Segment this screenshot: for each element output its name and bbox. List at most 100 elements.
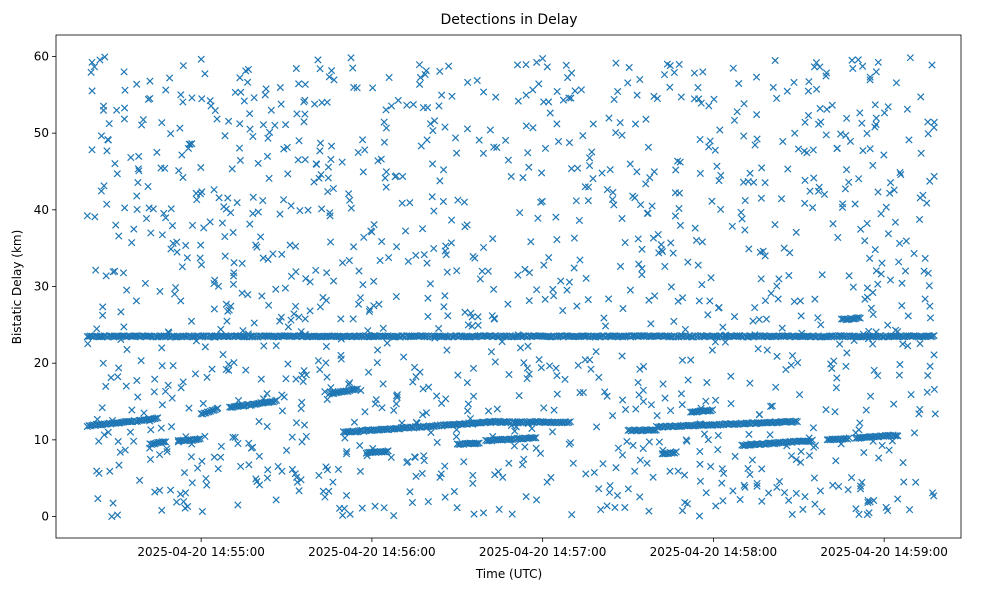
data-point xyxy=(721,338,729,346)
data-point xyxy=(924,130,932,138)
data-point xyxy=(178,151,186,159)
data-point xyxy=(475,439,483,447)
data-point xyxy=(565,94,573,102)
data-point xyxy=(917,93,925,101)
data-point xyxy=(117,308,125,316)
data-point xyxy=(930,172,938,180)
data-point xyxy=(584,196,592,205)
data-point xyxy=(866,145,874,153)
data-point xyxy=(626,286,635,294)
data-point xyxy=(356,294,365,302)
data-point xyxy=(149,205,157,213)
data-point xyxy=(565,440,573,448)
data-point xyxy=(919,191,927,199)
data-point xyxy=(746,169,754,177)
data-point xyxy=(327,155,335,164)
data-point xyxy=(731,452,739,461)
data-point xyxy=(740,100,748,108)
data-point xyxy=(618,396,627,404)
data-point xyxy=(350,418,359,426)
data-point xyxy=(98,311,107,319)
data-point xyxy=(116,448,124,456)
data-point xyxy=(902,237,910,245)
data-point xyxy=(424,294,432,302)
data-point xyxy=(787,452,796,460)
data-point xyxy=(429,127,437,135)
x-axis-title: Time (UTC) xyxy=(475,567,542,581)
data-point xyxy=(871,101,879,109)
data-point xyxy=(211,106,219,115)
data-point xyxy=(98,404,106,412)
data-point xyxy=(875,454,883,462)
data-point xyxy=(530,434,538,442)
data-point xyxy=(745,430,753,438)
data-point xyxy=(520,455,528,463)
data-point xyxy=(855,510,863,519)
data-point xyxy=(672,166,680,174)
data-point xyxy=(660,71,669,79)
data-point xyxy=(746,470,754,479)
data-point xyxy=(851,200,859,208)
data-point xyxy=(540,261,548,269)
data-point xyxy=(608,412,617,420)
data-point xyxy=(784,165,792,173)
data-point xyxy=(829,481,837,489)
data-point xyxy=(528,424,536,433)
data-point xyxy=(222,365,230,374)
data-point xyxy=(206,96,214,105)
data-point xyxy=(916,405,924,414)
data-point xyxy=(316,365,324,374)
data-point xyxy=(230,258,238,267)
data-point xyxy=(468,313,476,321)
data-point xyxy=(120,204,129,212)
data-point xyxy=(284,323,292,331)
data-point xyxy=(318,98,326,107)
data-point xyxy=(645,438,653,446)
data-point xyxy=(643,209,651,218)
data-point xyxy=(88,146,96,154)
data-point xyxy=(281,121,290,129)
data-point xyxy=(103,147,111,155)
data-point xyxy=(441,462,449,470)
data-point xyxy=(192,189,200,197)
data-point xyxy=(242,366,250,374)
data-point xyxy=(464,321,472,329)
data-point xyxy=(666,467,674,475)
data-point xyxy=(748,456,757,464)
data-point xyxy=(88,58,96,66)
data-point xyxy=(250,94,258,102)
data-point xyxy=(443,268,451,276)
data-point xyxy=(676,158,684,166)
data-point xyxy=(866,73,874,81)
data-point xyxy=(276,83,284,92)
data-point xyxy=(272,496,280,504)
data-point xyxy=(863,284,872,292)
data-point xyxy=(828,101,836,109)
data-point xyxy=(287,272,296,280)
data-point xyxy=(872,120,880,129)
data-point xyxy=(818,271,826,279)
data-point xyxy=(479,243,488,252)
data-point xyxy=(647,401,656,409)
data-point xyxy=(324,174,332,182)
data-point xyxy=(282,375,290,383)
data-point xyxy=(427,428,435,437)
data-point xyxy=(366,305,374,314)
data-point xyxy=(460,458,468,466)
data-point xyxy=(382,183,390,191)
data-point xyxy=(636,201,645,209)
data-point xyxy=(293,478,302,486)
data-point xyxy=(618,352,626,360)
data-point xyxy=(211,276,219,284)
data-point xyxy=(469,471,477,479)
data-point xyxy=(925,282,933,290)
y-tick-label: 60 xyxy=(34,49,49,63)
data-point xyxy=(553,235,561,244)
data-point xyxy=(834,233,842,242)
data-point xyxy=(833,374,841,382)
data-point xyxy=(810,474,818,482)
data-point xyxy=(521,443,529,451)
data-point xyxy=(524,149,532,157)
data-point xyxy=(172,498,181,506)
